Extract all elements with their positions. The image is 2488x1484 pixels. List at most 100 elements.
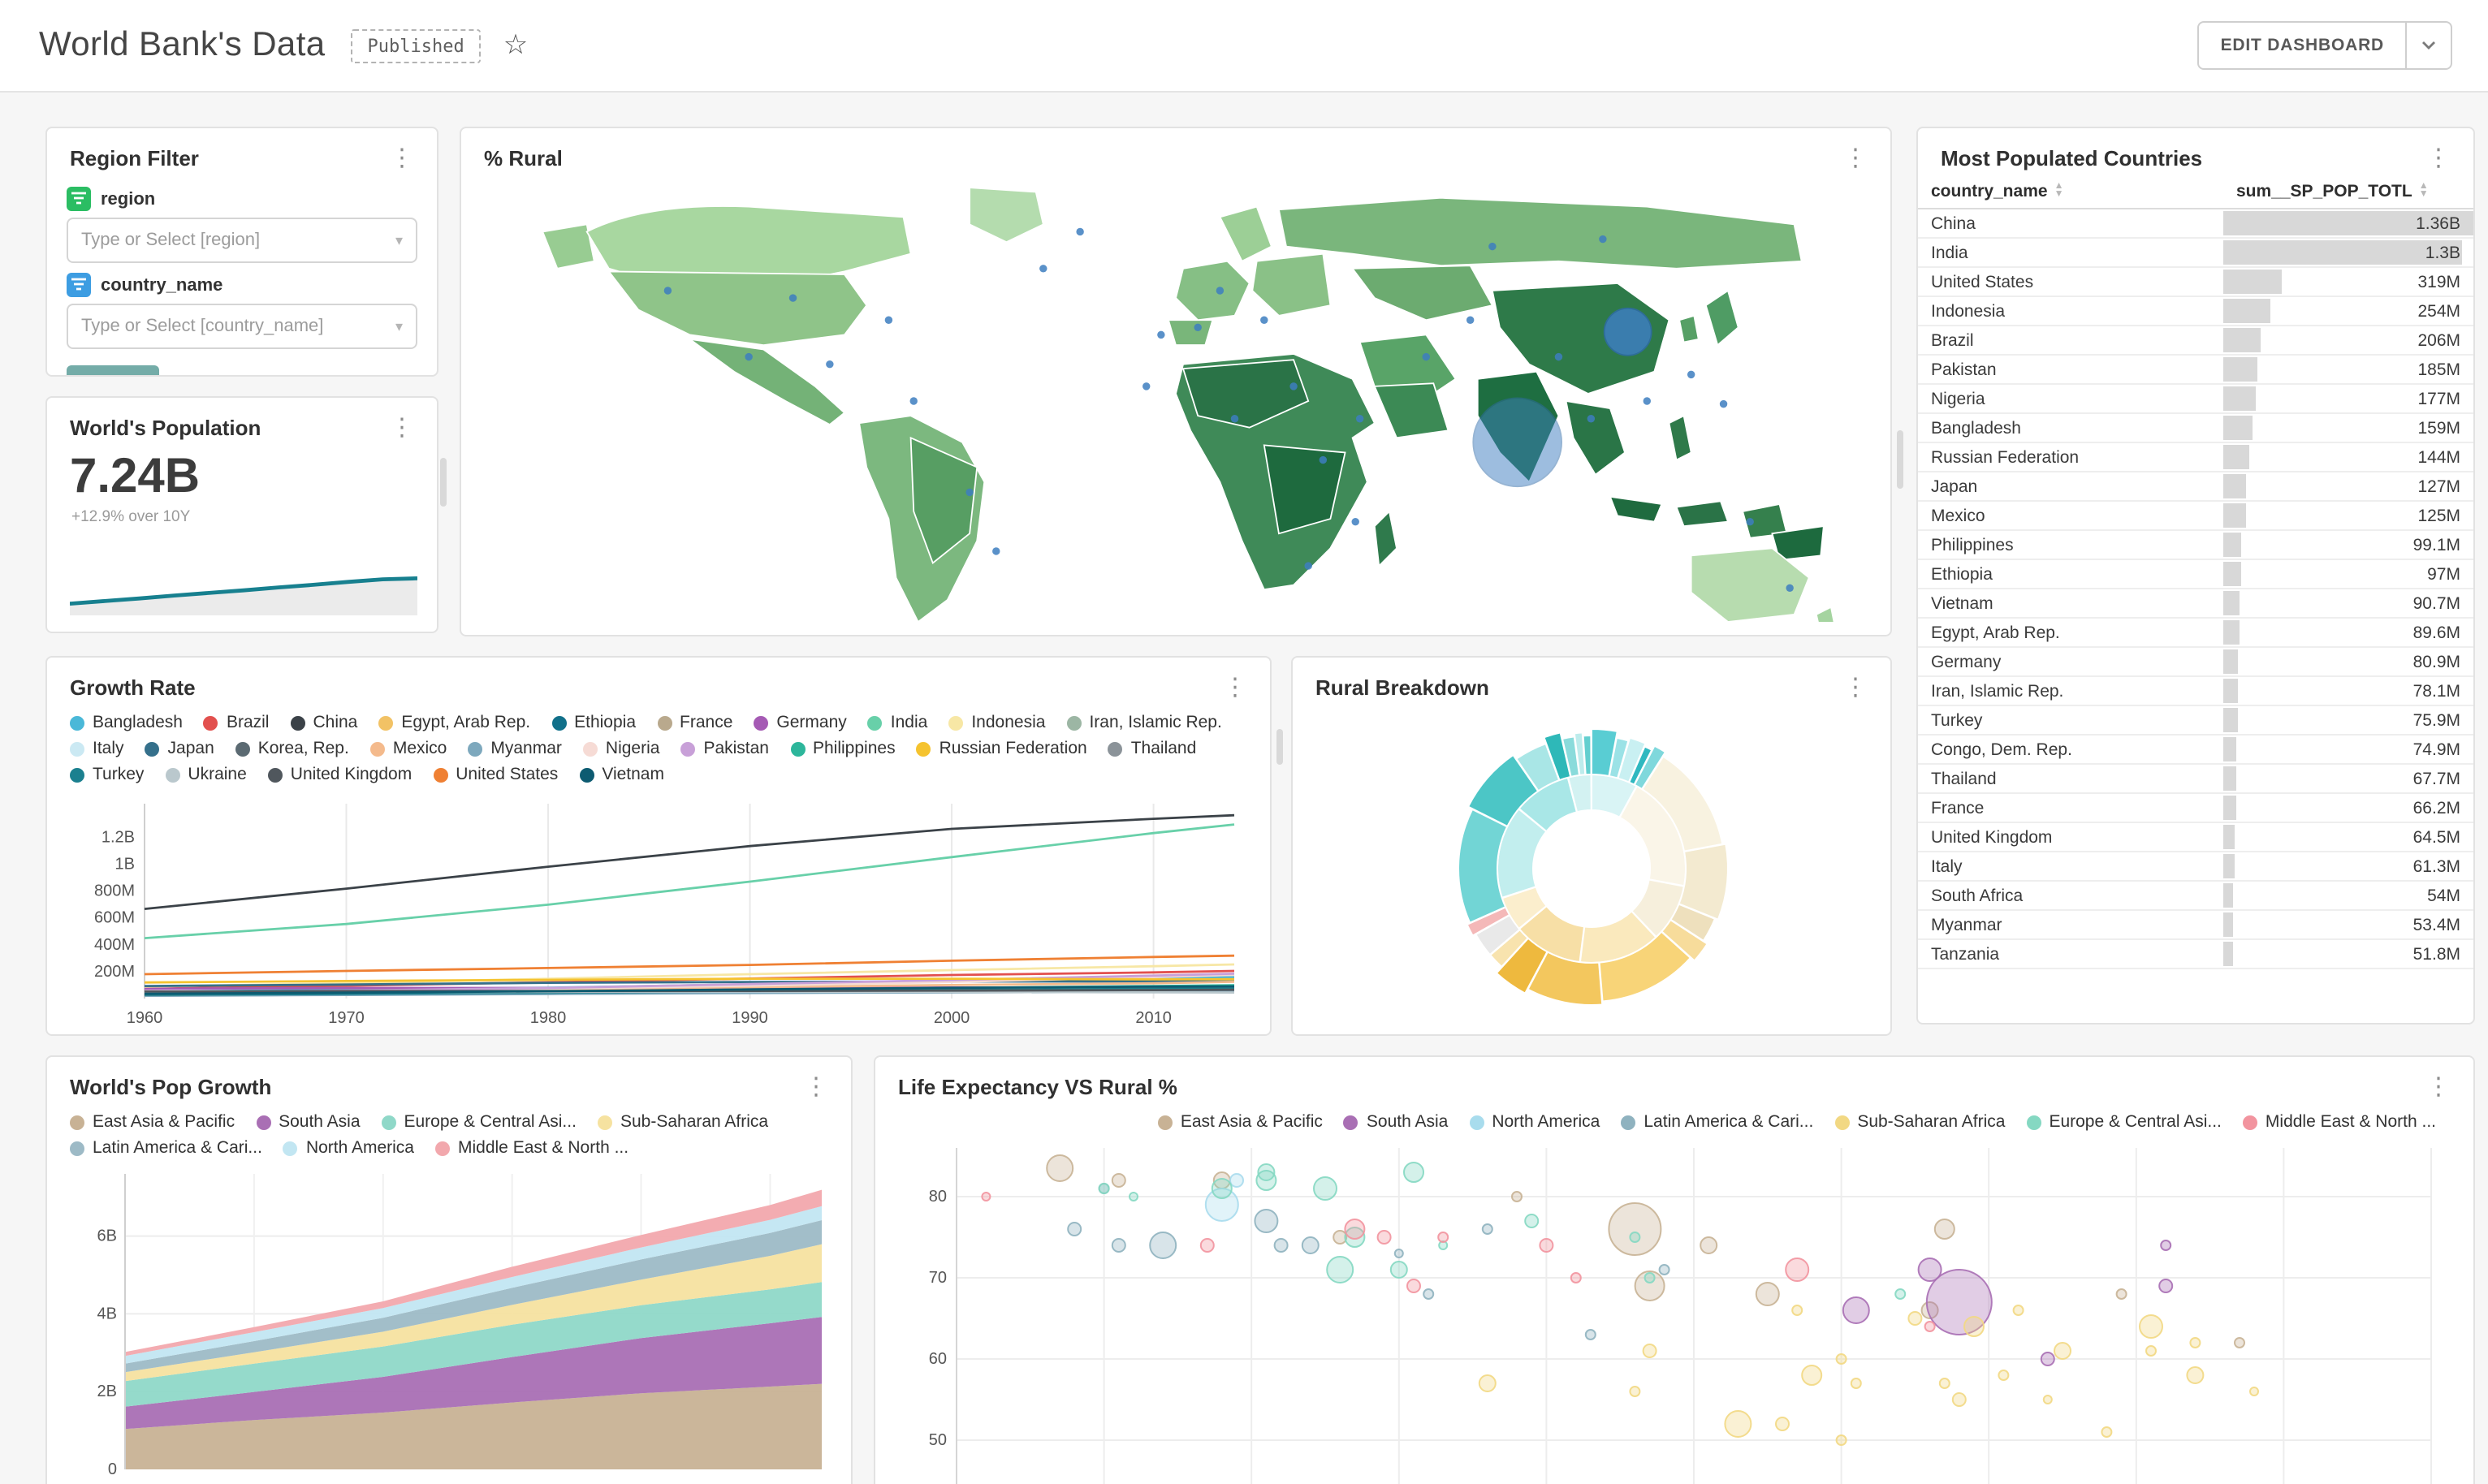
legend-item[interactable]: Ukraine (165, 765, 247, 784)
legend-item[interactable]: Mexico (369, 739, 447, 758)
legend-label: East Asia & Pacific (93, 1112, 235, 1132)
resize-handle[interactable] (1897, 430, 1903, 489)
legend-item[interactable]: North America (283, 1138, 414, 1158)
legend-item[interactable]: Germany (754, 713, 847, 732)
legend-item[interactable]: United States (433, 765, 558, 784)
legend-dot-icon (70, 715, 84, 730)
growth-rate-card: Growth Rate ⋮ Bangladesh Brazil China Egypt… (45, 656, 1272, 1036)
svg-text:1970: 1970 (236, 1482, 273, 1484)
legend-item[interactable]: Egypt, Arab Rep. (378, 713, 530, 732)
legend-dot-icon (551, 715, 567, 730)
resize-handle[interactable] (440, 458, 447, 507)
legend-item[interactable]: Korea, Rep. (235, 739, 349, 758)
legend-item[interactable]: South Asia (1343, 1112, 1449, 1132)
legend-dot-icon (290, 715, 305, 730)
country-select-input[interactable]: Type or Select [country_name] ▾ (67, 304, 417, 349)
legend-item[interactable]: East Asia & Pacific (70, 1112, 235, 1132)
country-name-cell: Bangladesh (1918, 413, 2223, 443)
edit-dashboard-caret-button[interactable] (2407, 21, 2452, 70)
legend-item[interactable]: Turkey (70, 765, 144, 784)
legend-label: Italy (93, 739, 124, 758)
country-name-cell: Germany (1918, 647, 2223, 677)
world-map-chart[interactable] (484, 180, 1868, 635)
growth-rate-chart[interactable]: 1960 1970 1980 1990 2000 2010 200M 400M 600M 800M… (70, 791, 1250, 1031)
column-header-population[interactable]: sum__SP_POP_TOTL ▲ ▼ (2223, 177, 2473, 209)
legend-item[interactable]: North America (1469, 1112, 1600, 1132)
legend-item[interactable]: Middle East & North ... (435, 1138, 628, 1158)
legend-item[interactable]: Latin America & Cari... (70, 1138, 262, 1158)
legend-dot-icon (2242, 1115, 2257, 1129)
column-header-country-name[interactable]: country_name ▲ ▼ (1918, 177, 2223, 209)
chart-menu-kebab-icon[interactable]: ⋮ (390, 414, 414, 442)
chart-menu-kebab-icon[interactable]: ⋮ (1843, 674, 1868, 701)
legend-item[interactable]: Iran, Islamic Rep. (1066, 713, 1222, 732)
edit-dashboard-button[interactable]: EDIT DASHBOARD (2197, 21, 2407, 70)
rural-breakdown-donut-chart[interactable] (1311, 706, 1872, 1025)
legend-item[interactable]: Bangladesh (70, 713, 183, 732)
pop-growth-area-chart[interactable]: 0 2B 4B 6B 1960 1970 1980 1990 2000 2010 (70, 1164, 838, 1484)
legend-item[interactable]: Brazil (203, 713, 269, 732)
table-row: Myanmar 53.4M (1918, 910, 2473, 940)
country-name-cell: Indonesia (1918, 296, 2223, 326)
legend-item[interactable]: Europe & Central Asi... (381, 1112, 577, 1132)
chart-menu-kebab-icon[interactable]: ⋮ (390, 145, 414, 172)
legend-item[interactable]: France (657, 713, 732, 732)
chevron-down-icon: ▾ (395, 231, 403, 248)
value-bar (2223, 679, 2238, 703)
chart-menu-kebab-icon[interactable]: ⋮ (2426, 1073, 2451, 1101)
chart-menu-kebab-icon[interactable]: ⋮ (2426, 145, 2451, 172)
population-value-cell: 319M (2223, 267, 2473, 297)
life-expectancy-scatter-chart[interactable]: 010203040506070809010050607080 (898, 1138, 2454, 1484)
legend-dot-icon (433, 767, 448, 782)
legend-item[interactable]: Nigeria (582, 739, 659, 758)
table-row: Philippines 99.1M (1918, 530, 2473, 560)
legend-item[interactable]: Thailand (1108, 739, 1196, 758)
legend-item[interactable]: Italy (70, 739, 124, 758)
legend-label: Turkey (93, 765, 145, 784)
svg-text:1960: 1960 (127, 1009, 163, 1027)
value-bar (2223, 883, 2234, 908)
country-name-cell: United States (1918, 267, 2223, 297)
legend-item[interactable]: Sub-Saharan Africa (597, 1112, 768, 1132)
population-value-cell: 54M (2223, 881, 2473, 911)
legend-item[interactable]: Indonesia (948, 713, 1045, 732)
legend-item[interactable]: United Kingdom (267, 765, 412, 784)
legend-item[interactable]: Myanmar (468, 739, 562, 758)
legend-item[interactable]: Ethiopia (551, 713, 636, 732)
legend-item[interactable]: India (867, 713, 927, 732)
legend-item[interactable]: China (290, 713, 357, 732)
table-row: India 1.3B (1918, 238, 2473, 268)
legend-item[interactable]: Pakistan (680, 739, 769, 758)
population-value-cell: 254M (2223, 296, 2473, 326)
legend-item[interactable]: Russian Federation (916, 739, 1087, 758)
legend-dot-icon (70, 767, 84, 782)
chart-menu-kebab-icon[interactable]: ⋮ (1223, 674, 1247, 701)
legend-item[interactable]: Middle East & North ... (2242, 1112, 2436, 1132)
legend-item[interactable]: Vietnam (579, 765, 664, 784)
legend-item[interactable]: Europe & Central Asi... (2026, 1112, 2222, 1132)
value-bar (2223, 328, 2261, 352)
legend-label: Middle East & North ... (2265, 1112, 2436, 1132)
legend-label: Sub-Saharan Africa (1857, 1112, 2006, 1132)
legend-item[interactable]: Philippines (790, 739, 896, 758)
svg-text:400M: 400M (94, 936, 135, 954)
status-badge[interactable]: Published (351, 28, 481, 63)
chart-menu-kebab-icon[interactable]: ⋮ (1843, 145, 1868, 172)
legend-item[interactable]: Latin America & Cari... (1621, 1112, 1813, 1132)
table-row: Thailand 67.7M (1918, 764, 2473, 794)
legend-item[interactable]: South Asia (256, 1112, 361, 1132)
favorite-star-icon[interactable]: ☆ (503, 29, 529, 60)
table-row: Germany 80.9M (1918, 647, 2473, 677)
region-select-input[interactable]: Type or Select [region] ▾ (67, 218, 417, 263)
legend-label: South Asia (1366, 1112, 1449, 1132)
legend-item[interactable]: Sub-Saharan Africa (1834, 1112, 2005, 1132)
legend-item[interactable]: East Asia & Pacific (1157, 1112, 1323, 1132)
card-title: Life Expectancy VS Rural % (898, 1075, 1177, 1099)
population-value-cell: 53.4M (2223, 910, 2473, 940)
resize-handle[interactable] (1276, 729, 1283, 765)
population-value-cell: 90.7M (2223, 589, 2473, 619)
chart-menu-kebab-icon[interactable]: ⋮ (804, 1073, 828, 1101)
apply-filter-button[interactable]: APPLY (67, 365, 159, 375)
legend-item[interactable]: Japan (145, 739, 214, 758)
edit-dashboard-group: EDIT DASHBOARD (2197, 21, 2452, 70)
